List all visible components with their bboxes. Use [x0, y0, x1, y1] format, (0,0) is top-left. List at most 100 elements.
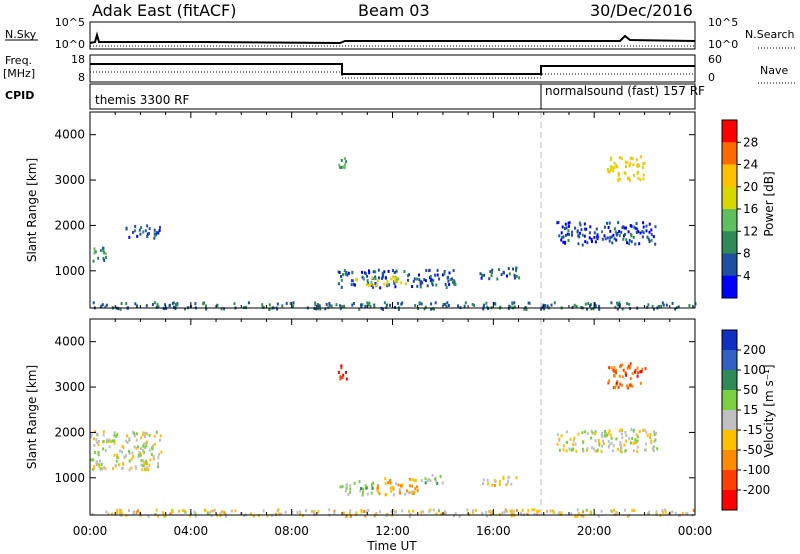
power-cell — [416, 284, 419, 288]
power-cell — [344, 163, 347, 167]
power-cell — [500, 273, 503, 277]
power-cell — [594, 240, 597, 244]
velocity-cell — [581, 447, 584, 451]
power-cell — [629, 179, 632, 183]
colorbar-tick-label: -15 — [743, 423, 763, 437]
power-cell — [589, 304, 591, 308]
velocity-cell — [384, 482, 387, 486]
velocity-cell — [391, 485, 394, 489]
velocity-cell — [409, 512, 412, 516]
power-cell — [133, 229, 136, 233]
colorbar-segment — [722, 164, 737, 188]
velocity-cell — [385, 514, 388, 518]
velocity-cell — [212, 509, 214, 513]
power-cell — [375, 283, 378, 287]
power-cell — [367, 283, 370, 287]
velocity-cell — [139, 453, 142, 457]
power-colorbar-label: Power [dB] — [762, 171, 776, 236]
power-cell — [641, 235, 644, 239]
velocity-cell — [152, 444, 155, 448]
power-cell — [383, 301, 386, 305]
power-cell — [268, 307, 271, 311]
velocity-cell — [487, 482, 489, 486]
velocity-cell — [619, 441, 622, 445]
velocity-cell — [510, 511, 513, 515]
power-cell — [513, 274, 516, 278]
velocity-cell — [184, 510, 187, 514]
power-cell — [384, 276, 387, 280]
velocity-cell — [632, 428, 635, 432]
velocity-cell — [652, 445, 655, 449]
velocity-cell — [416, 489, 419, 493]
power-cell — [340, 275, 343, 278]
velocity-cell — [441, 481, 444, 485]
freq-trace — [90, 63, 695, 75]
power-cell — [351, 279, 354, 283]
velocity-cell — [106, 438, 108, 442]
velocity-cell — [426, 479, 429, 483]
velocity-cell — [565, 430, 568, 434]
nsky-trace — [89, 31, 696, 45]
power-cell — [490, 274, 493, 278]
velocity-cell — [556, 442, 559, 446]
velocity-cell — [610, 509, 612, 513]
velocity-cell — [132, 455, 135, 458]
velocity-cell — [591, 446, 593, 450]
velocity-cell — [340, 366, 343, 370]
velocity-cell — [213, 508, 216, 512]
velocity-data — [90, 362, 695, 518]
velocity-cell — [154, 442, 157, 446]
velocity-cell — [122, 462, 125, 466]
power-cell — [647, 237, 650, 241]
velocity-cell — [601, 444, 604, 448]
x-axis-label: Time UT — [366, 539, 417, 553]
power-cell — [163, 307, 166, 311]
power-cell — [654, 242, 657, 246]
velocity-cell — [95, 438, 98, 442]
power-cell — [386, 280, 389, 284]
velocity-cell — [130, 466, 133, 470]
velocity-cell — [108, 438, 111, 442]
velocity-cell — [131, 451, 134, 455]
power-cell — [614, 230, 617, 234]
velocity-cell — [150, 446, 153, 450]
power-cell — [371, 276, 374, 280]
power-cell — [606, 221, 608, 225]
power-cell — [618, 234, 621, 238]
velocity-cell — [365, 486, 368, 490]
velocity-cell — [370, 491, 373, 495]
velocity-cell — [143, 450, 146, 454]
velocity-cell — [143, 465, 146, 469]
power-cell — [616, 165, 618, 169]
nsearch-label: N.Search — [745, 28, 795, 41]
power-cell — [618, 229, 621, 233]
velocity-cell — [142, 459, 145, 463]
velocity-cell — [509, 509, 512, 513]
power-cell — [515, 269, 517, 273]
velocity-cell — [615, 437, 618, 441]
velocity-cell — [412, 509, 415, 513]
velocity-cell — [604, 430, 606, 433]
cpid-segment-1: themis 3300 RF — [95, 93, 189, 107]
velocity-cell — [610, 436, 613, 440]
power-cell — [134, 302, 137, 306]
power-cell — [584, 240, 587, 244]
power-cell — [318, 304, 321, 308]
velocity-cell — [498, 483, 501, 486]
power-cell — [648, 222, 651, 226]
velocity-cell — [536, 512, 539, 516]
power-cell — [372, 285, 374, 289]
power-cell — [635, 158, 638, 162]
power-cell — [503, 271, 505, 275]
power-cell — [339, 165, 342, 169]
nave-trace — [90, 71, 695, 79]
power-cell — [641, 230, 644, 233]
velocity-cell — [208, 512, 211, 516]
power-cell — [146, 234, 149, 238]
velocity-cell — [636, 445, 639, 449]
power-cell — [374, 275, 377, 279]
power-cell — [401, 301, 404, 305]
power-cell — [488, 277, 491, 281]
power-cell — [394, 276, 397, 280]
velocity-cell — [137, 509, 139, 513]
